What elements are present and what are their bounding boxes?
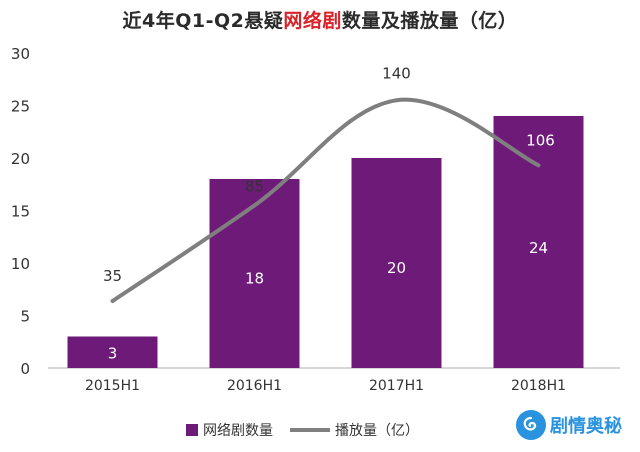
y-tick-label: 25	[11, 98, 30, 116]
y-tick-label: 0	[20, 360, 30, 378]
y-tick-label: 20	[11, 150, 30, 168]
y-tick-label: 5	[20, 308, 30, 326]
watermark-text: 剧情奥秘	[550, 416, 622, 437]
line-value-label: 106	[526, 131, 555, 149]
bar-value-label: 3	[108, 344, 118, 362]
bar-value-label: 18	[245, 269, 264, 287]
title-part-3: 数量及播放量（亿）	[341, 10, 518, 32]
bar	[351, 158, 442, 368]
bar-value-label: 20	[387, 259, 406, 277]
bar	[67, 336, 158, 368]
legend-bar-label: 网络剧数量	[203, 423, 273, 439]
data-labels: 3 18 20 24 35 85 140 106	[103, 64, 555, 362]
bar	[209, 179, 300, 368]
y-tick-label: 15	[11, 203, 30, 221]
line-value-label: 35	[103, 267, 122, 285]
line-path	[110, 97, 541, 304]
chart-title: 近4年Q1-Q2悬疑网络剧数量及播放量（亿）	[0, 6, 640, 33]
y-tick-label: 10	[11, 255, 30, 273]
x-tick-label: 2016H1	[227, 378, 282, 394]
x-tick-label: 2015H1	[85, 378, 140, 394]
watermark: 剧情奥秘	[512, 408, 626, 442]
legend-bar-swatch	[186, 424, 198, 436]
swirl-logo-icon	[516, 410, 546, 440]
title-part-1: 近4年Q1-Q2悬疑	[122, 10, 284, 32]
legend: 网络剧数量 播放量（亿）	[186, 423, 419, 439]
bar	[493, 116, 584, 368]
axes: 0 5 10 15 20 25 30 2015H1 2016H1 2017H1 2018H1	[11, 45, 620, 394]
line-series	[110, 97, 541, 304]
line-value-label: 85	[245, 177, 264, 195]
x-tick-label: 2017H1	[369, 378, 424, 394]
line-value-label: 140	[382, 64, 411, 82]
x-tick-label: 2018H1	[511, 378, 566, 394]
bar-value-label: 24	[529, 239, 548, 257]
title-highlight: 网络剧	[283, 10, 342, 32]
y-tick-label: 30	[11, 45, 30, 63]
bars	[67, 116, 584, 368]
legend-line-label: 播放量（亿）	[335, 423, 419, 439]
